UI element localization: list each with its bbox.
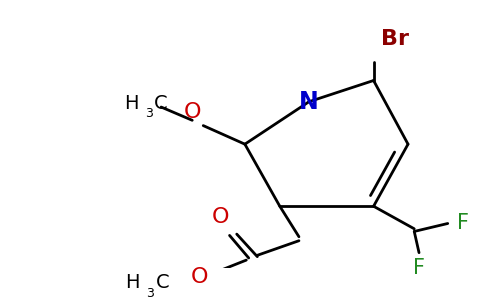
Text: C: C xyxy=(154,94,167,112)
Text: F: F xyxy=(413,258,425,278)
Text: H: H xyxy=(124,94,138,112)
Text: N: N xyxy=(299,90,319,114)
Text: O: O xyxy=(212,208,230,227)
Text: Br: Br xyxy=(381,29,409,49)
Text: O: O xyxy=(191,267,208,287)
Text: H: H xyxy=(125,273,139,292)
Text: 3: 3 xyxy=(145,107,153,120)
Text: 3: 3 xyxy=(146,286,154,300)
Text: F: F xyxy=(457,214,469,233)
Text: O: O xyxy=(183,102,201,122)
Text: C: C xyxy=(155,273,169,292)
